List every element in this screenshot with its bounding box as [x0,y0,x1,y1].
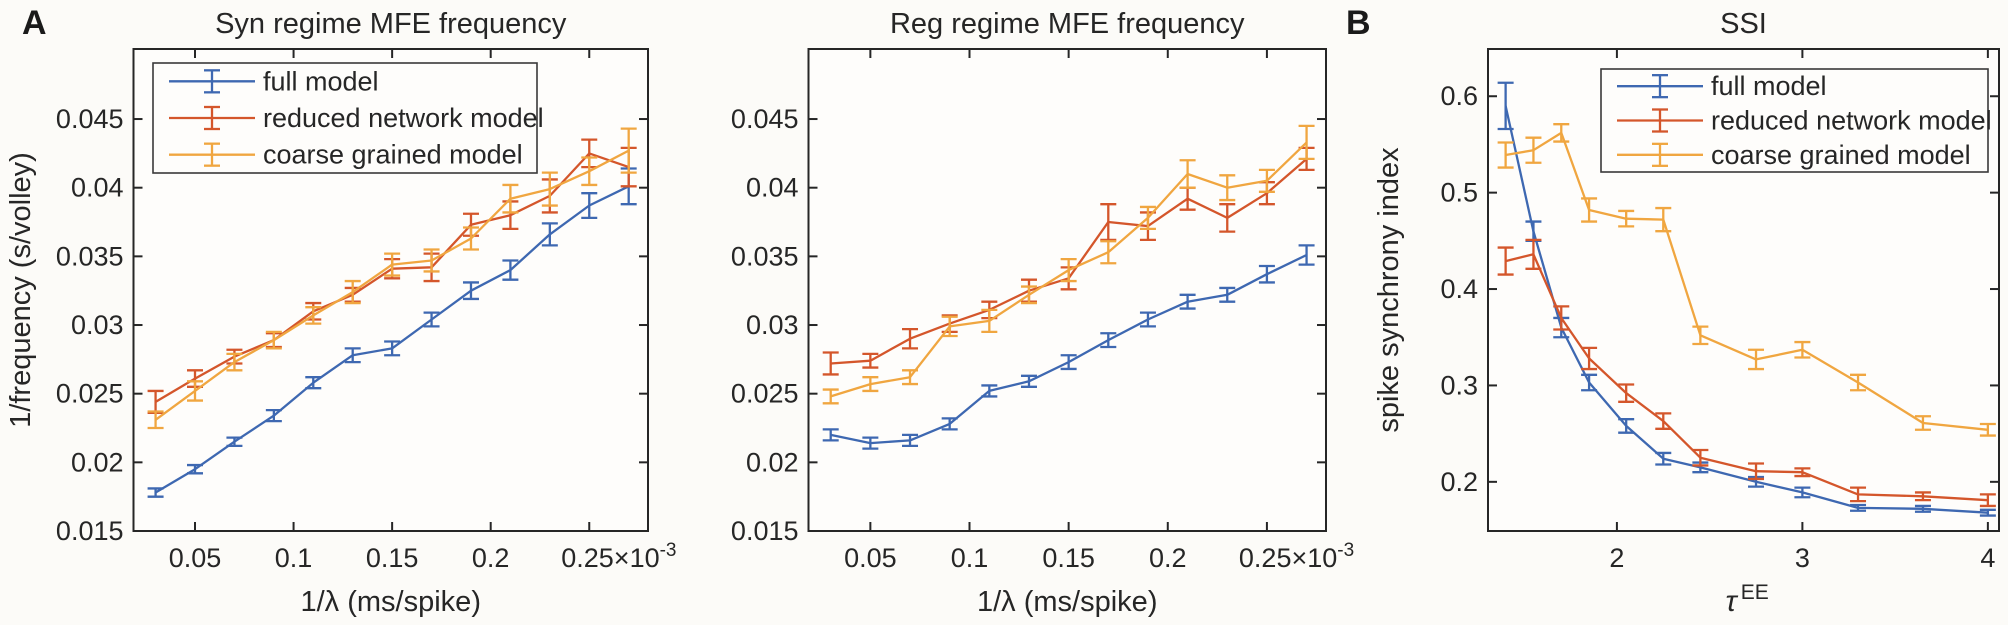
x-tick-label: 0.05 [169,543,222,573]
series-line [155,185,630,494]
panel-title: SSI [1720,8,1767,40]
legend-item-label: reduced network model [1711,106,1992,136]
panel-title: Syn regime MFE frequency [215,8,567,40]
x-tick-label-exponent: 0.25×10-3 [1239,540,1354,573]
series-line [1504,105,1988,514]
series-coarse-grained-model [1497,123,1996,437]
panel-label-a: A [22,4,47,42]
y-tick-label: 0.04 [71,173,124,203]
series-line [1505,131,1989,431]
series-line [830,141,1308,398]
y-tick-label: 0.015 [56,516,124,546]
y-tick-label: 0.4 [1440,274,1478,304]
panel-title: Reg regime MFE frequency [890,8,1245,40]
panel-reg-regime: 0.05 0.1 0.15 0.2 0.25×10-3 0.015 0.02 0.025 0.0… [731,8,1354,618]
y-tick-label: 0.045 [731,104,799,134]
x-axis-label: τ EE [1726,581,1769,618]
x-axis-label: 1/λ (ms/spike) [301,586,481,618]
legend-item-label: reduced network model [263,103,544,133]
series-line [1505,253,1988,502]
y-axis-label: 1/frequency (s/volley) [5,152,37,428]
x-tick-label: 0.15 [1042,543,1095,573]
x-tick-label: 0.2 [1149,543,1187,573]
x-tick-label: 3 [1795,543,1810,573]
legend-box: full model reduced network model coarse gr… [1600,68,1992,173]
x-tick-label: 0.1 [275,543,313,573]
y-tick-label: 0.015 [731,516,799,546]
legend-box: full model reduced network model coarse gr… [152,62,544,174]
y-tick-label: 0.035 [56,241,124,271]
legend-item-label: coarse grained model [263,140,523,170]
panel-syn-regime: 0.05 0.1 0.15 0.2 0.25×10-3 0.015 0.02 0.025 0.0… [5,8,677,618]
panel-label-b: B [1346,4,1371,42]
series-reduced-network-model [1497,238,1996,508]
y-tick-label: 0.5 [1440,178,1478,208]
y-tick-label: 0.03 [71,310,124,340]
y-tick-label: 0.035 [731,241,799,271]
y-tick-label: 0.04 [746,173,799,203]
series-full-model [822,244,1315,450]
y-axis-label: spike synchrony index [1373,147,1405,433]
y-tick-label: 0.03 [746,310,799,340]
x-tick-label: 0.05 [844,543,897,573]
y-tick-label: 0.02 [746,447,799,477]
y-tick-label: 0.025 [731,379,799,409]
series-full-model [147,167,637,498]
series-coarse-grained-model [822,124,1315,405]
x-tick-label-exponent: 0.25×10-3 [561,540,676,573]
x-axis-label: 1/λ (ms/spike) [977,586,1157,618]
x-tick-label: 0.15 [366,543,419,573]
panel-ssi: 2 3 4 0.2 0.3 0.4 0.5 0.6 SSI τ EE spike synchrony … [1373,8,2000,618]
y-tick-label: 0.3 [1440,370,1478,400]
legend-item-label: full model [1711,71,1827,101]
y-tick-label: 0.045 [56,104,124,134]
x-tick-label: 0.1 [951,543,989,573]
legend-item-label: full model [263,66,379,96]
y-tick-label: 0.6 [1440,81,1478,111]
legend-item-label: coarse grained model [1711,140,1971,170]
series-line [830,253,1308,445]
y-tick-label: 0.2 [1440,467,1478,497]
y-tick-label: 0.025 [56,379,124,409]
x-tick-label: 4 [1980,543,1995,573]
x-tick-label: 2 [1609,543,1624,573]
y-tick-label: 0.02 [71,447,124,477]
x-tick-label: 0.2 [472,543,510,573]
series-coarse-grained-model [147,127,637,430]
series-line [154,149,630,421]
